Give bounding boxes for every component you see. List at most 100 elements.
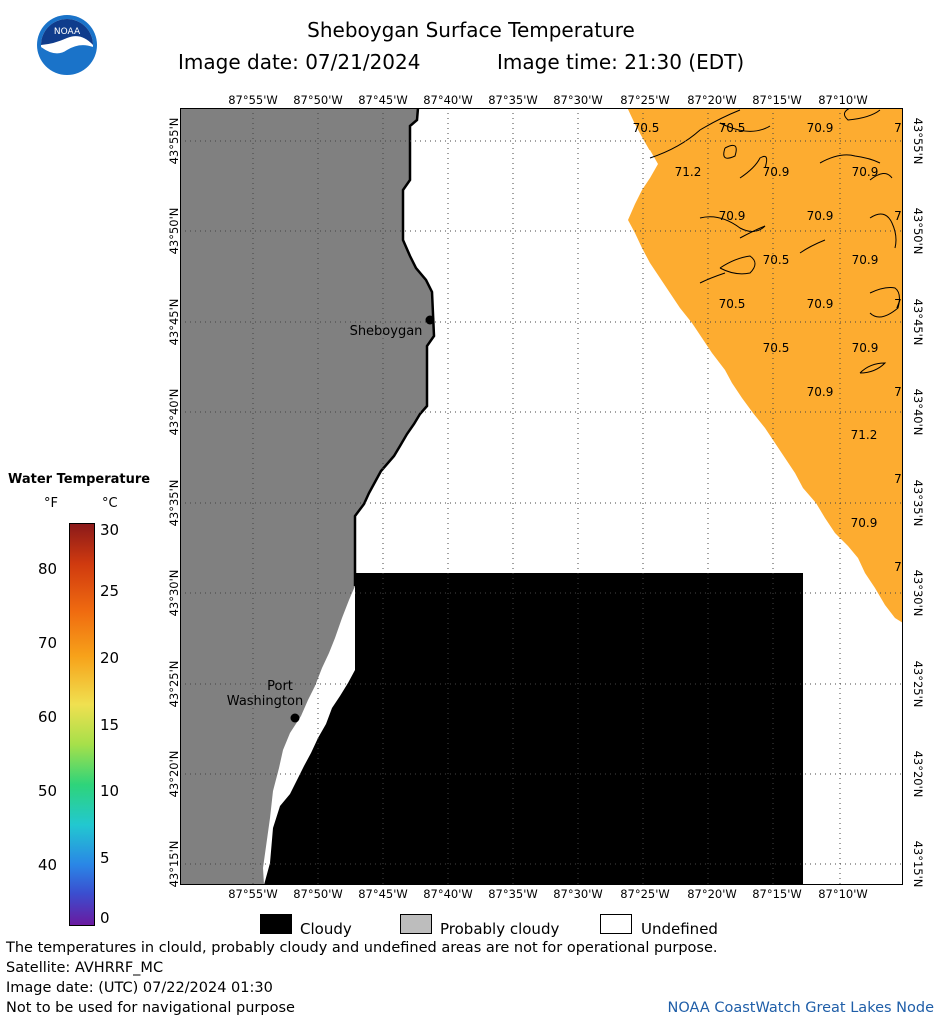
temp-label: 70.5 (763, 341, 790, 355)
temp-label: 7 (894, 560, 902, 574)
lon-tick: 87°45'W (358, 887, 408, 901)
colorbar-f-label: 60 (38, 708, 58, 726)
temp-label: 70.9 (763, 165, 790, 179)
colorbar-c-label: 0 (100, 909, 110, 927)
lat-tick: 43°55'N (911, 117, 925, 165)
lat-tick: 43°35'N (911, 479, 925, 527)
temp-label: 70.9 (852, 253, 879, 267)
temp-label: 7 (894, 297, 902, 311)
credit-text: NOAA CoastWatch Great Lakes Node (667, 1000, 934, 1016)
undefined-swatch (600, 914, 632, 934)
temp-label: 70.9 (807, 297, 834, 311)
image-date: Image date: 07/21/2024 (178, 50, 421, 74)
land-area (180, 108, 434, 885)
lon-tick: 87°55'W (228, 93, 278, 107)
colorbar-c-label: 25 (100, 582, 120, 600)
lon-tick: 87°30'W (553, 887, 603, 901)
port-washington-label: Port Washington (227, 679, 303, 709)
lat-tick: 43°50'N (911, 207, 925, 255)
cloudy-swatch (260, 914, 292, 934)
colorbar-c-label: 5 (100, 849, 110, 867)
lon-tick: 87°35'W (488, 93, 538, 107)
undefined-legend-label: Undefined (641, 920, 718, 938)
lon-tick: 87°20'W (687, 93, 737, 107)
image-time: Image time: 21:30 (EDT) (497, 50, 745, 74)
temp-label: 70.5 (719, 297, 746, 311)
colorbar-f-label: 70 (38, 634, 58, 652)
colorbar-f-label: 40 (38, 856, 58, 874)
lat-tick: 43°45'N (167, 298, 181, 346)
lat-tick: 43°15'N (911, 840, 925, 888)
lat-tick: 43°40'N (911, 388, 925, 436)
temperature-map: 70.5 70.5 70.9 7 71.2 70.9 70.9 70.9 70.… (180, 108, 903, 885)
lon-tick: 87°50'W (293, 887, 343, 901)
colorbar-c-label: 30 (100, 521, 120, 539)
lat-tick: 43°35'N (167, 479, 181, 527)
page-title: Sheboygan Surface Temperature (307, 18, 635, 42)
lat-tick: 43°25'N (911, 660, 925, 708)
temp-label: 7 (894, 121, 902, 135)
temp-label: 7 (894, 385, 902, 399)
temp-label: 7 (894, 472, 902, 486)
lat-tick: 43°15'N (167, 840, 181, 888)
temp-label: 70.9 (852, 165, 879, 179)
navigation-warning: Not to be used for navigational purpose (6, 1000, 295, 1016)
lon-tick: 87°25'W (620, 93, 670, 107)
disclaimer-text: The temperatures in clould, probably clo… (6, 940, 718, 956)
lat-tick: 43°50'N (167, 207, 181, 255)
colorbar-f-label: 80 (38, 560, 58, 578)
temp-label: 70.9 (807, 385, 834, 399)
water-temperature-area (628, 108, 903, 623)
colorbar-c-label: 20 (100, 649, 120, 667)
temp-label: 71.2 (675, 165, 702, 179)
temp-label: 70.5 (633, 121, 660, 135)
temp-label: 70.9 (719, 209, 746, 223)
colorbar-title: Water Temperature (8, 472, 151, 487)
lon-tick: 87°10'W (818, 887, 868, 901)
temp-label: 7 (894, 209, 902, 223)
lon-tick: 87°35'W (488, 887, 538, 901)
sheboygan-label: Sheboygan (350, 324, 423, 339)
colorbar (69, 523, 95, 926)
colorbar-unit-f: °F (44, 496, 58, 511)
lon-tick: 87°55'W (228, 887, 278, 901)
utc-date-text: Image date: (UTC) 07/22/2024 01:30 (6, 980, 273, 996)
colorbar-unit-c: °C (102, 496, 118, 511)
cloudy-legend-label: Cloudy (300, 920, 352, 938)
lon-tick: 87°10'W (818, 93, 868, 107)
lat-tick: 43°25'N (167, 660, 181, 708)
colorbar-c-label: 15 (100, 716, 120, 734)
temp-label: 70.9 (852, 341, 879, 355)
lat-tick: 43°20'N (911, 750, 925, 798)
noaa-logo: NOAA (37, 15, 97, 75)
lat-tick: 43°40'N (167, 388, 181, 436)
lon-tick: 87°50'W (293, 93, 343, 107)
temp-label: 70.9 (851, 516, 878, 530)
lon-tick: 87°25'W (620, 887, 670, 901)
lon-tick: 87°15'W (752, 93, 802, 107)
logo-text: NOAA (54, 27, 81, 37)
lon-tick: 87°40'W (423, 93, 473, 107)
colorbar-f-label: 50 (38, 782, 58, 800)
temp-label: 71.2 (851, 428, 878, 442)
lon-tick: 87°30'W (553, 93, 603, 107)
satellite-text: Satellite: AVHRRF_MC (6, 960, 164, 976)
temp-label: 70.9 (807, 121, 834, 135)
lon-tick: 87°20'W (687, 887, 737, 901)
lat-tick: 43°45'N (911, 298, 925, 346)
cloudy-area (264, 573, 803, 885)
coastline (353, 108, 436, 586)
probably-cloudy-swatch (400, 914, 432, 934)
graticule (180, 108, 903, 885)
lat-tick: 43°55'N (167, 117, 181, 165)
temp-label: 70.5 (719, 121, 746, 135)
lon-tick: 87°45'W (358, 93, 408, 107)
temp-label: 70.9 (807, 209, 834, 223)
port-washington-marker (290, 713, 300, 723)
lat-tick: 43°30'N (911, 569, 925, 617)
lat-tick: 43°20'N (167, 750, 181, 798)
temp-label: 70.5 (763, 253, 790, 267)
sheboygan-marker (425, 315, 435, 325)
probably-cloudy-legend-label: Probably cloudy (440, 920, 560, 938)
colorbar-c-label: 10 (100, 782, 120, 800)
